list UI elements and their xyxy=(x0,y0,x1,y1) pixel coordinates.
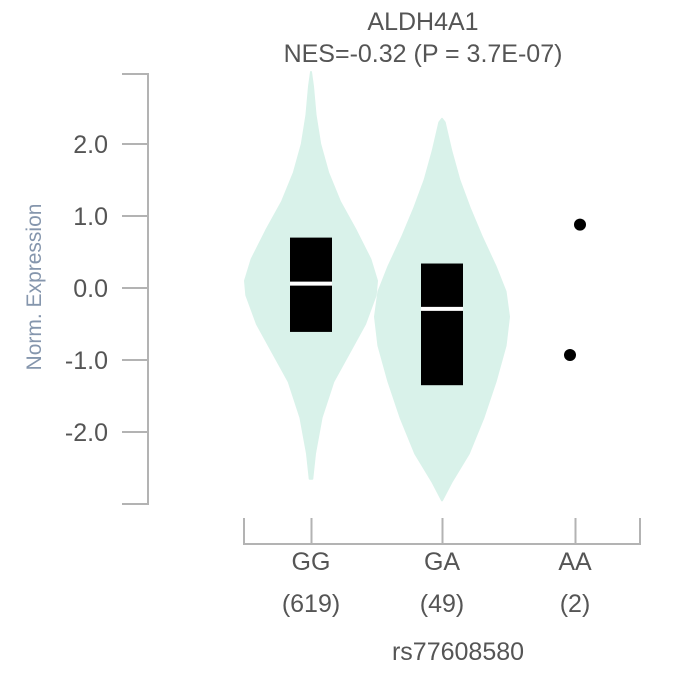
x-tick-label-gg: GG xyxy=(292,548,331,576)
x-count-label-ga: (49) xyxy=(420,590,464,618)
violins-layer xyxy=(244,71,510,502)
x-count-label-gg: (619) xyxy=(282,590,340,618)
point-aa-2 xyxy=(564,348,576,361)
chart-title: ALDH4A1 xyxy=(367,8,478,36)
points-layer xyxy=(564,218,586,361)
y-axis-ticks: 2.0 1.0 0.0 -1.0 -2.0 xyxy=(65,131,148,447)
y-tick-label: 0.0 xyxy=(73,275,108,303)
y-tick-label: -2.0 xyxy=(65,419,108,447)
x-axis-label: rs77608580 xyxy=(392,638,524,666)
point-aa-1 xyxy=(574,218,586,231)
y-tick-label: 2.0 xyxy=(73,131,108,159)
y-tick-label: 1.0 xyxy=(73,203,108,231)
y-tick-label: -1.0 xyxy=(65,347,108,375)
chart-subtitle: NES=-0.32 (P = 3.7E-07) xyxy=(284,40,563,68)
x-axis-ticks: GG (619) GA (49) AA (2) xyxy=(282,518,592,618)
y-axis-label: Norm. Expression xyxy=(23,204,46,371)
boxes-layer xyxy=(290,237,463,386)
box-ga xyxy=(421,263,463,386)
x-tick-label-aa: AA xyxy=(558,548,592,576)
x-count-label-aa: (2) xyxy=(560,590,591,618)
x-tick-label-ga: GA xyxy=(424,548,460,576)
